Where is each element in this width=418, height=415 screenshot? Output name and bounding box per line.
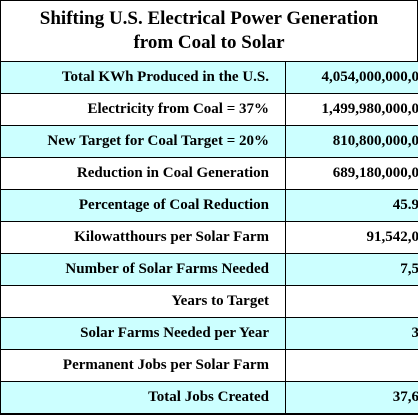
- table-row: Electricity from Coal = 37% 1,499,980,00…: [1, 93, 418, 126]
- title-line-1: Shifting U.S. Electrical Power Generatio…: [39, 8, 379, 29]
- row-label: Solar Farms Needed per Year: [1, 317, 286, 350]
- row-value: 1,499,980,000,000: [285, 93, 418, 126]
- row-label: Permanent Jobs per Solar Farm: [1, 349, 286, 382]
- row-label: Total Jobs Created: [1, 381, 286, 414]
- row-value: 91,542,000: [285, 221, 418, 254]
- row-value: 37,643: [285, 381, 418, 414]
- row-label: Reduction in Coal Generation: [1, 157, 286, 190]
- row-value: 4,054,000,000,000: [285, 62, 418, 94]
- table-row: Kilowatthours per Solar Farm 91,542,000: [1, 221, 418, 254]
- table-row: Solar Farms Needed per Year 342: [1, 317, 418, 350]
- table-row: Years to Target 22: [1, 285, 418, 318]
- row-label: New Target for Coal Target = 20%: [1, 125, 286, 158]
- table-row: Reduction in Coal Generation 689,180,000…: [1, 157, 418, 190]
- row-value: 689,180,000,000: [285, 157, 418, 190]
- table-row: Percentage of Coal Reduction 45.9%: [1, 189, 418, 222]
- row-label: Years to Target: [1, 285, 286, 318]
- row-label: Number of Solar Farms Needed: [1, 253, 286, 286]
- row-value: 342: [285, 317, 418, 350]
- table-row: Total Jobs Created 37,643: [1, 381, 418, 414]
- table-row: Permanent Jobs per Solar Farm 5: [1, 349, 418, 382]
- row-label: Electricity from Coal = 37%: [1, 93, 286, 126]
- row-label: Percentage of Coal Reduction: [1, 189, 286, 222]
- row-label: Total KWh Produced in the U.S.: [1, 62, 286, 94]
- table-row: Total KWh Produced in the U.S. 4,054,000…: [1, 62, 418, 94]
- table-title: Shifting U.S. Electrical Power Generatio…: [1, 1, 417, 62]
- title-line-2: from Coal to Solar: [133, 32, 285, 53]
- row-value: 810,800,000,000: [285, 125, 418, 158]
- row-label: Kilowatthours per Solar Farm: [1, 221, 286, 254]
- table-row: Number of Solar Farms Needed 7,529: [1, 253, 418, 286]
- row-value: 22: [285, 285, 418, 318]
- row-value: 5: [285, 349, 418, 382]
- row-value: 45.9%: [285, 189, 418, 222]
- row-value: 7,529: [285, 253, 418, 286]
- data-table: Total KWh Produced in the U.S. 4,054,000…: [1, 62, 418, 414]
- table-row: New Target for Coal Target = 20% 810,800…: [1, 125, 418, 158]
